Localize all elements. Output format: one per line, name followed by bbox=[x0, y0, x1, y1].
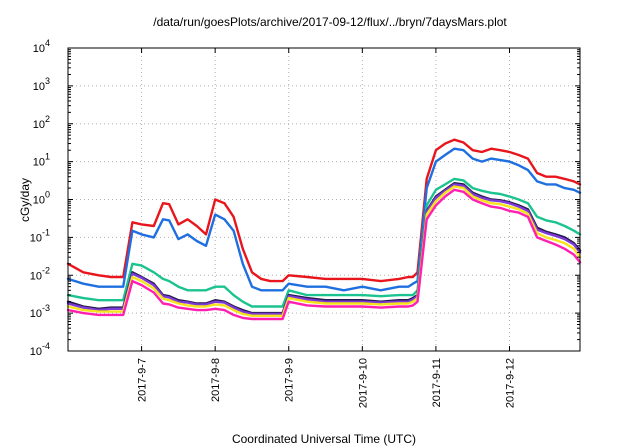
x-axis-label: Coordinated Universal Time (UTC) bbox=[232, 432, 416, 446]
x-tick-label: 2017-9-10 bbox=[357, 358, 369, 408]
x-tick-label: 2017-9-11 bbox=[431, 358, 443, 407]
series-layer bbox=[66, 138, 582, 321]
y-tick-exponent: 0 bbox=[45, 190, 50, 200]
chart-title: /data/run/goesPlots/archive/2017-09-12/f… bbox=[153, 15, 507, 29]
y-tick-base: 10 bbox=[33, 157, 45, 169]
series-line-6 bbox=[66, 185, 582, 317]
x-tick-label: 2017-9-12 bbox=[504, 358, 516, 408]
y-tick-label: 10-1 bbox=[30, 227, 50, 244]
x-tick-label: 2017-9-9 bbox=[284, 358, 296, 402]
y-tick-exponent: 1 bbox=[45, 152, 50, 162]
y-tick-base: 10 bbox=[33, 119, 45, 131]
y-tick-label: 102 bbox=[33, 114, 50, 131]
series-line-5 bbox=[66, 183, 582, 316]
series-line-3 bbox=[66, 177, 582, 308]
y-tick-base: 10 bbox=[33, 43, 45, 55]
y-tick-exponent: 4 bbox=[45, 38, 50, 48]
y-tick-label: 10-3 bbox=[30, 303, 50, 320]
y-tick-label: 101 bbox=[33, 152, 50, 169]
y-tick-label: 100 bbox=[33, 190, 50, 207]
x-tick-label: 2017-9-7 bbox=[137, 358, 149, 402]
series-line-2 bbox=[66, 147, 582, 292]
y-tick-exponent: 3 bbox=[45, 76, 50, 86]
y-tick-base: 10 bbox=[30, 270, 42, 282]
y-tick-exponent: -4 bbox=[42, 341, 50, 351]
series-line-1 bbox=[66, 138, 582, 283]
y-tick-exponent: 2 bbox=[45, 114, 50, 124]
y-tick-base: 10 bbox=[30, 308, 42, 320]
x-axis: 2017-9-7 2017-9-8 2017-9-9 2017-9-10 2017-9-… bbox=[137, 48, 516, 408]
y-tick-label: 103 bbox=[33, 76, 50, 93]
y-tick-base: 10 bbox=[33, 195, 45, 207]
y-tick-label: 104 bbox=[33, 38, 50, 55]
series-line-7 bbox=[66, 188, 582, 321]
y-tick-base: 10 bbox=[33, 81, 45, 93]
y-tick-label: 10-4 bbox=[30, 341, 50, 358]
y-axis-label: cGy/day bbox=[18, 178, 32, 222]
y-tick-label: 10-2 bbox=[30, 265, 50, 282]
y-tick-exponent: -1 bbox=[42, 227, 50, 237]
y-tick-exponent: -3 bbox=[42, 303, 50, 313]
y-tick-exponent: -2 bbox=[42, 265, 50, 275]
y-tick-base: 10 bbox=[30, 232, 42, 244]
y-tick-base: 10 bbox=[30, 346, 42, 358]
x-tick-label: 2017-9-8 bbox=[210, 358, 222, 402]
